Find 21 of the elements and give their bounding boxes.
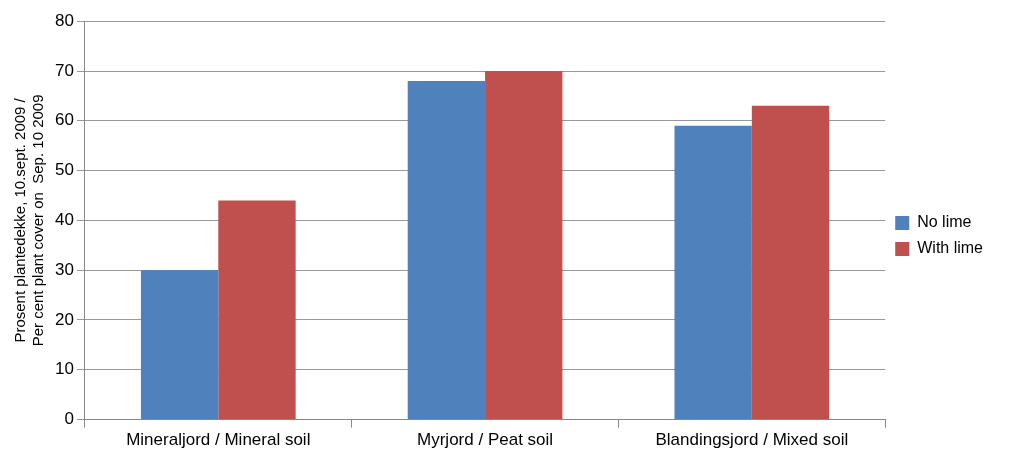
- y-tick-label: 10: [54, 359, 74, 379]
- bar: [674, 125, 752, 420]
- legend-label: No lime: [917, 213, 972, 231]
- y-tick-label: 20: [54, 309, 74, 329]
- bar: [751, 105, 830, 420]
- y-tick-label: 70: [54, 60, 74, 80]
- y-tick-label: 30: [54, 259, 74, 279]
- bar: [140, 270, 219, 420]
- y-tick-label: 60: [54, 110, 74, 130]
- y-tick-label: 50: [54, 160, 74, 180]
- x-tick-label: Blandingsjord / Mixed soil: [655, 430, 849, 450]
- y-tick-label: 80: [54, 10, 74, 30]
- y-tick-label: 40: [54, 210, 74, 230]
- x-tick-label: Myrjord / Peat soil: [417, 430, 554, 450]
- legend-label: With lime: [917, 239, 984, 257]
- y-axis-title: Prosent plantedekke, 10.sept. 2009 / Per cent plant cover on Sep. 10 2009: [11, 94, 47, 347]
- y-tick-label: 0: [64, 409, 74, 429]
- x-tick-label: Mineraljord / Mineral soil: [126, 430, 311, 450]
- bar: [407, 80, 486, 420]
- bar: [485, 71, 563, 420]
- bar: [218, 200, 296, 420]
